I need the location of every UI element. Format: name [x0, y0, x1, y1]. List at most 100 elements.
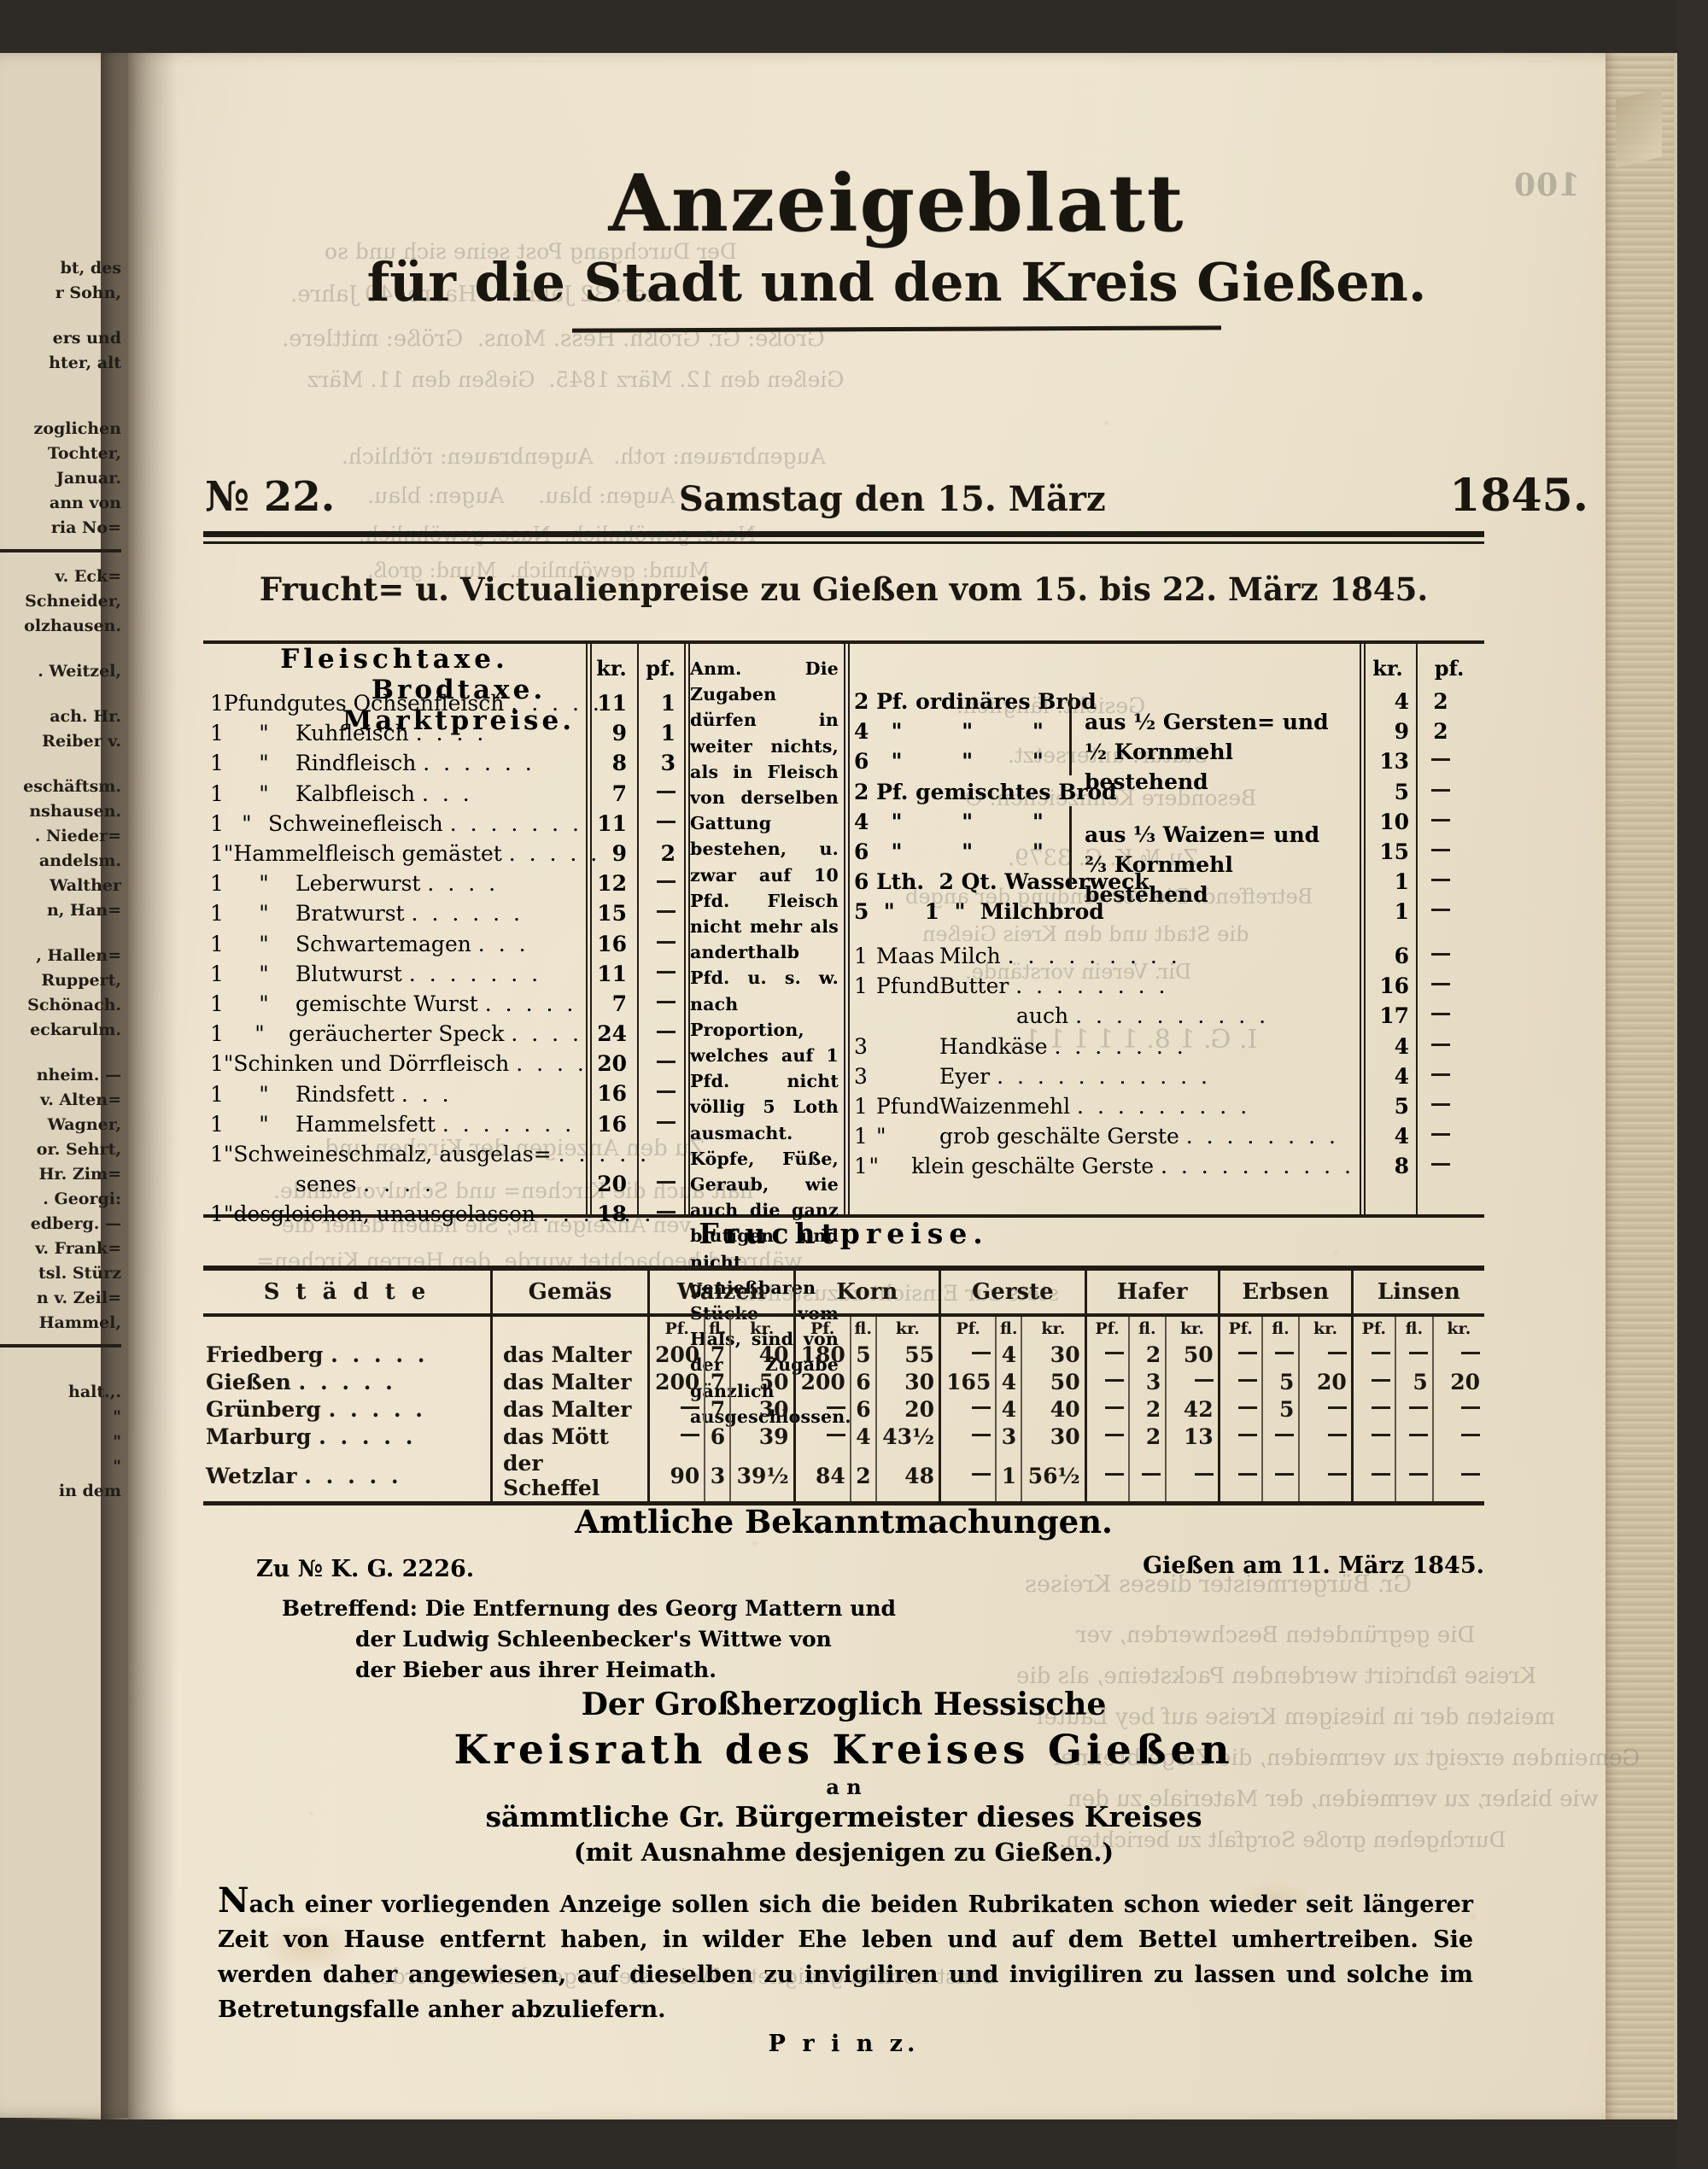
fleischtaxe-pf-cell: 1 [660, 691, 676, 716]
fleischtaxe-kr-cell: 12 [597, 871, 627, 897]
brodtaxe-pf-cell [1416, 897, 1465, 927]
fruchtpreise-cell [1350, 1341, 1395, 1368]
fleischtaxe-kr-cell: 8 [611, 751, 627, 776]
fragment-line: halt.,. [68, 1383, 121, 1401]
fruchtpreise-cell [1261, 1423, 1300, 1450]
fruchtpreise-unit-header-row: Pf. fl. kr. Pf. fl. kr. Pf. fl. kr. Pf. fl. kr. Pf. f… [203, 1315, 1484, 1341]
fruchtpreise-city: Grünberg . . . . . [206, 1396, 426, 1422]
fragment-line: Walther [50, 876, 121, 895]
fragment-line: or. Sehrt, [36, 1140, 121, 1159]
rule-anm-brod [844, 644, 850, 1214]
fragment-line: andelsm. [38, 851, 121, 870]
fruchtpreise-cell: 30 [1021, 1423, 1086, 1450]
fruchtpreise-cell: 50 [1021, 1368, 1086, 1395]
fragment-line: v. Eck= [55, 567, 122, 586]
fleischtaxe-row: 1 " Leberwurst . . . . [210, 871, 500, 897]
fruchtpreise-row: Gießen . . . . . das Malter 200 7 50 200 6 30 16… [203, 1368, 1484, 1395]
marktpreise-row: 3 Eyer . . . . . . . . . . . [854, 1063, 1211, 1089]
fruchtpreise-col-header: Linsen [1350, 1266, 1484, 1317]
marktpreise-kr-cell: 4 [1394, 1033, 1409, 1059]
marktpreise-pf-cell [1416, 1061, 1465, 1091]
bekanntmachung-reference: Zu № K. G. 2226. [256, 1556, 475, 1582]
fleischtaxe-row: 1 " Schwartemagen . . . [210, 931, 529, 956]
brodtaxe-pf-cell [1416, 777, 1465, 807]
marktpreise-pf-cell [1416, 1091, 1465, 1121]
fragment-line: Schneider, [25, 592, 121, 611]
rule-brod-kr [1360, 644, 1366, 1214]
fleischtaxe-kr-cell: 11 [597, 691, 627, 716]
brodtaxe-pf-cell: 2 [1433, 689, 1448, 714]
fruchtpreise-cell: 50 [729, 1368, 795, 1395]
marktpreise-kr-cell: 6 [1394, 944, 1409, 968]
fruchtpreise-cell [793, 1423, 851, 1450]
fleischtaxe-kr-cell: 9 [611, 840, 627, 866]
fleischtaxe-title: Fleischtaxe. [280, 644, 509, 675]
fruchtpreise-cell: 200 [647, 1341, 705, 1368]
fragment-line [0, 754, 121, 775]
fruchtpreise-cell: 5 [849, 1341, 876, 1368]
fruchtpreise-cell [1084, 1395, 1129, 1423]
fruchtpreise-cell: 2 [849, 1450, 876, 1505]
fragment-line: , Hallen= [36, 946, 121, 965]
fruchtpreise-cell [1298, 1450, 1353, 1505]
fruchtpreise-cell: 13 [1165, 1423, 1220, 1450]
fragment-line: . Nieder= [34, 827, 121, 845]
fruchtpreise-unit-header: kr. [1298, 1315, 1353, 1341]
brodtaxe-row-label: 6 " " " [854, 839, 1044, 865]
fleischtaxe-pf-cell [637, 1169, 676, 1199]
marktpreise-pf-cell [1416, 1121, 1465, 1151]
brodtaxe-pf-cell: 2 [1433, 719, 1448, 745]
fragment-line [0, 684, 121, 704]
fruchtpreise-cell: 3 [995, 1423, 1022, 1450]
fragment-line: nshausen. [29, 802, 121, 821]
fruchtpreise-cell: 40 [1021, 1395, 1086, 1423]
brodtaxe-title: Brodtaxe. [371, 675, 547, 705]
fruchtpreise-cell [1217, 1395, 1262, 1423]
fruchtpreise-unit-header: fl. [995, 1315, 1022, 1341]
brodtaxe-labels: 2 Pf. ordinäres Brod 4 " " " 6 " " " 2 Pf. … [854, 687, 1149, 927]
fruchtpreise-measure: das Malter [490, 1368, 649, 1395]
fruchtpreise-cell: 48 [874, 1450, 940, 1505]
fleischtaxe-pf-cell [637, 809, 676, 839]
fruchtpreise-row: Friedberg . . . . . das Malter 200 7 40 180 5 5… [203, 1341, 1484, 1368]
bekanntmachung-place-date: Gießen am 11. März 1845. [1143, 1552, 1484, 1579]
bekanntmachung-heading: Amtliche Bekanntmachungen. [575, 1503, 1113, 1541]
fruchtpreise-cell [1394, 1423, 1433, 1450]
fragment-line: n, Han= [46, 901, 121, 920]
body-initial: N [218, 1880, 249, 1921]
fruchtpreise-cell: 39½ [729, 1450, 795, 1505]
fruchtpreise-cell: 3 [1127, 1368, 1167, 1395]
brodtaxe-note-line: ⅔ Kornmehl bestehend [1085, 852, 1233, 908]
fruchtpreise-row: Wetzlar . . . . . der Scheffel 90 3 39½ 84 2 48… [203, 1450, 1484, 1505]
fleischtaxe-kr-cell: 7 [611, 780, 627, 806]
brodtaxe-row-label: 4 " " " [854, 719, 1044, 745]
brodtaxe-kr-values: 4 9 13 5 10 15 1 1 [1360, 687, 1409, 927]
fleischtaxe-row: 1 " Schweinefleisch . . . . . . . [210, 810, 582, 836]
fruchtpreise-cell [1165, 1368, 1220, 1395]
brodtaxe-note-line: aus ⅓ Waizen= und [1085, 822, 1320, 847]
brodtaxe-kr-cell: 10 [1379, 809, 1409, 834]
marktpreise-kr-cell: 4 [1394, 1124, 1409, 1149]
fleischtaxe-pf-cell [637, 1139, 676, 1169]
fragment-line: edberg. — [30, 1214, 121, 1233]
fruchtpreise-cell: 2 [1127, 1423, 1167, 1450]
fleischtaxe-row: 1 " Kuhfleisch . . . . [210, 721, 488, 746]
fruchtpreise-cell: 5 [1394, 1368, 1433, 1395]
fragment-line: Ruppert, [41, 971, 121, 990]
marktpreise-pf-cell [1416, 941, 1465, 971]
fruchtpreise-cell [1298, 1395, 1353, 1423]
fleischtaxe-kr-cell: 15 [597, 901, 627, 927]
fruchtpreise-col-header: Gemäs [490, 1266, 649, 1317]
fragment-line [0, 306, 121, 326]
marktpreise-row: 1 " klein geschälte Gerste . . . . . . . .… [854, 1154, 1354, 1179]
foxing-stain [256, 1921, 359, 1973]
fleischtaxe-row: 1 " gemischte Wurst . . . . . [210, 991, 577, 1017]
brodtaxe-brace-2 [1069, 806, 1072, 888]
facing-page-text-fragment: bt, des r Sohn, ers und hter, alt zoglichen T… [0, 256, 126, 1759]
marktpreise-kr-values: 6 16 17 4 4 5 4 8 [1360, 941, 1409, 1182]
fruchtpreise-cell [1394, 1450, 1433, 1505]
bekanntmachung-subject: Betreffend: Die Entfernung des Georg Mat… [282, 1593, 896, 1686]
rule-brodkr-pf [1416, 644, 1418, 1214]
fruchtpreise-cell: 4 [995, 1341, 1022, 1368]
fragment-line: ers und [52, 329, 121, 348]
